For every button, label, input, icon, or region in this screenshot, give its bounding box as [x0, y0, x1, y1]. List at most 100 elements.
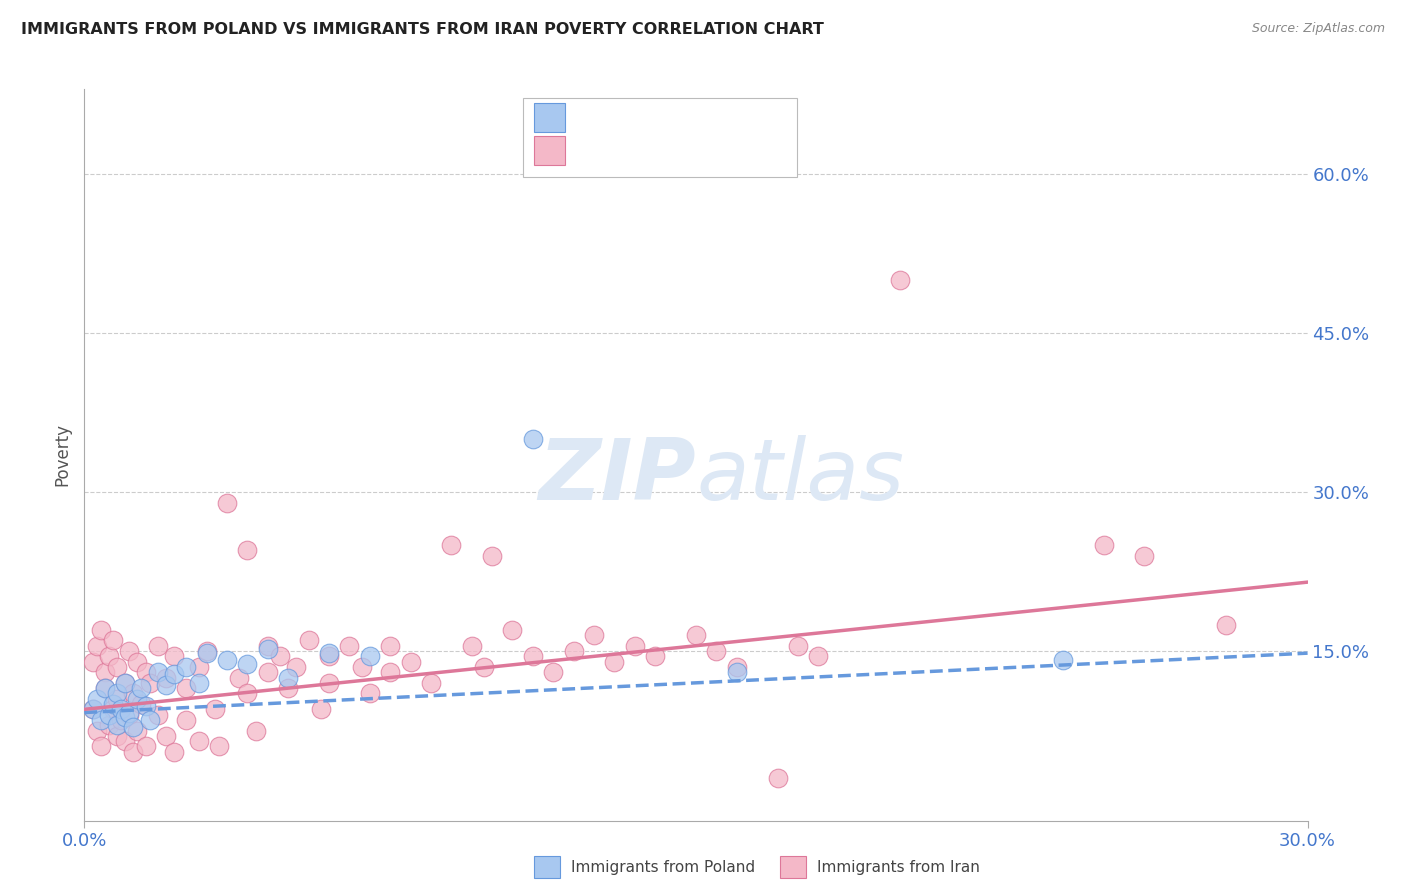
Point	[127, 691, 149, 706]
Text: R = 0.321: R = 0.321	[579, 143, 655, 157]
Point	[269, 649, 291, 664]
Point	[118, 706, 141, 720]
Point	[86, 691, 108, 706]
Point	[114, 676, 136, 690]
Point	[90, 739, 112, 754]
Point	[146, 665, 169, 680]
Point	[583, 628, 606, 642]
Point	[228, 671, 250, 685]
Point	[359, 686, 381, 700]
Point	[105, 729, 128, 743]
Point	[93, 681, 117, 695]
Point	[163, 745, 186, 759]
Point	[399, 655, 422, 669]
Point	[146, 639, 169, 653]
Point	[155, 678, 177, 692]
Point	[82, 702, 104, 716]
Point	[105, 718, 128, 732]
Point	[350, 660, 373, 674]
Point	[285, 660, 308, 674]
Point	[309, 702, 332, 716]
Point	[122, 745, 145, 759]
Text: atlas: atlas	[696, 435, 904, 518]
Point	[105, 686, 128, 700]
Point	[105, 691, 128, 706]
Point	[110, 702, 132, 716]
Text: N = 32: N = 32	[685, 111, 742, 125]
Point	[114, 676, 136, 690]
Point	[97, 649, 120, 664]
Point	[118, 707, 141, 722]
Point	[318, 676, 340, 690]
Point	[204, 702, 226, 716]
Point	[603, 655, 626, 669]
Point	[380, 639, 402, 653]
Point	[176, 660, 198, 674]
Text: R = 0.149: R = 0.149	[579, 111, 655, 125]
Point	[543, 665, 565, 680]
Point	[502, 623, 524, 637]
Point	[155, 729, 177, 743]
Point	[97, 707, 120, 722]
Point	[522, 432, 544, 446]
Point	[155, 671, 177, 685]
Point	[101, 702, 124, 716]
Point	[97, 718, 120, 732]
Point	[122, 686, 145, 700]
Point	[101, 697, 124, 711]
Point	[93, 681, 117, 695]
Point	[114, 710, 136, 724]
Point	[208, 739, 231, 754]
Point	[86, 639, 108, 653]
Point	[138, 713, 160, 727]
Point	[93, 665, 117, 680]
Point	[472, 660, 495, 674]
Point	[131, 681, 153, 695]
Point	[187, 676, 209, 690]
Point	[257, 665, 280, 680]
Point	[122, 720, 145, 734]
Point	[236, 657, 259, 671]
Point	[889, 273, 911, 287]
Point	[114, 734, 136, 748]
Text: IMMIGRANTS FROM POLAND VS IMMIGRANTS FROM IRAN POVERTY CORRELATION CHART: IMMIGRANTS FROM POLAND VS IMMIGRANTS FRO…	[21, 22, 824, 37]
Point	[105, 660, 128, 674]
Point	[706, 644, 728, 658]
Point	[176, 681, 198, 695]
Point	[82, 655, 104, 669]
Point	[90, 713, 112, 727]
Point	[176, 713, 198, 727]
Point	[624, 639, 647, 653]
Point	[562, 644, 585, 658]
Point	[135, 665, 157, 680]
Point	[725, 665, 748, 680]
Point	[217, 495, 239, 509]
Point	[118, 644, 141, 658]
Point	[522, 649, 544, 664]
Point	[195, 644, 218, 658]
Point	[440, 538, 463, 552]
Point	[163, 649, 186, 664]
Point	[135, 699, 157, 714]
Point	[163, 667, 186, 681]
Point	[766, 771, 789, 785]
Point	[380, 665, 402, 680]
Point	[277, 681, 299, 695]
Point	[257, 641, 280, 656]
Point	[318, 646, 340, 660]
Point	[131, 697, 153, 711]
Point	[644, 649, 666, 664]
Point	[146, 707, 169, 722]
Point	[187, 734, 209, 748]
Point	[127, 655, 149, 669]
Point	[236, 686, 259, 700]
Point	[135, 739, 157, 754]
Point	[187, 660, 209, 674]
Point	[807, 649, 830, 664]
Point	[420, 676, 443, 690]
Point	[82, 702, 104, 716]
Point	[90, 623, 112, 637]
Text: Source: ZipAtlas.com: Source: ZipAtlas.com	[1251, 22, 1385, 36]
Point	[298, 633, 321, 648]
Point	[277, 671, 299, 685]
